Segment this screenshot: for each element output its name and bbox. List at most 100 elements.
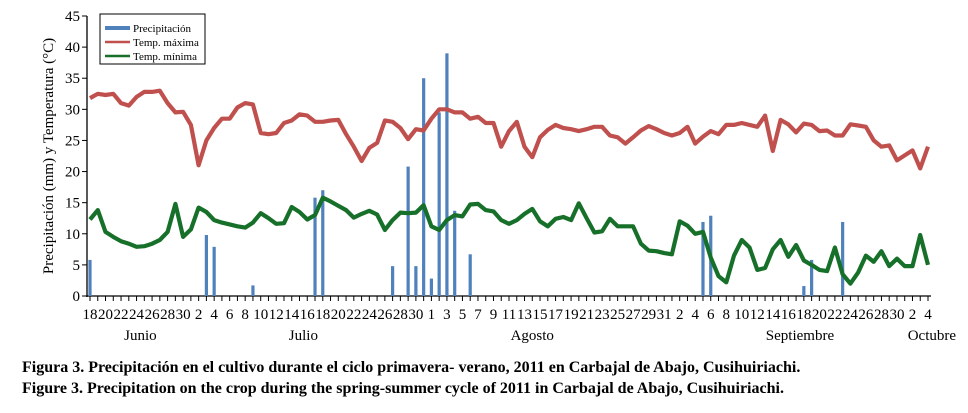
x-tick-label: 2 xyxy=(676,307,684,323)
precip-bar xyxy=(313,197,317,296)
x-tick-label: 14 xyxy=(765,307,781,323)
x-tick-label: 24 xyxy=(129,307,145,323)
month-label: Julio xyxy=(289,328,318,344)
x-tick-label: 22 xyxy=(827,307,842,323)
y-tick-label: 40 xyxy=(65,40,80,56)
month-label: Junio xyxy=(124,328,157,344)
x-tick-label: 21 xyxy=(579,307,594,323)
x-tick-label: 4 xyxy=(210,307,218,323)
x-tick-label: 20 xyxy=(812,307,827,323)
precip-bar xyxy=(701,221,705,296)
x-tick-label: 12 xyxy=(750,307,765,323)
legend-label: Temp. máxima xyxy=(133,37,199,49)
precip-bar xyxy=(391,266,395,296)
precip-bar xyxy=(204,235,208,296)
precip-bar xyxy=(422,78,426,296)
x-tick-label: 18 xyxy=(83,307,98,323)
legend-label: Temp. mínima xyxy=(133,51,197,63)
x-tick-label: 16 xyxy=(781,307,797,323)
x-tick-label: 2 xyxy=(195,307,203,323)
y-tick-label: 25 xyxy=(65,133,80,149)
x-tick-label: 10 xyxy=(253,307,268,323)
x-tick-label: 23 xyxy=(595,307,610,323)
legend-label: Precipitación xyxy=(133,23,192,35)
x-tick-label: 4 xyxy=(924,307,932,323)
legend: Precipitación Temp. máxima Temp. mínima xyxy=(99,13,206,65)
x-tick-label: 22 xyxy=(114,307,129,323)
x-tick-label: 8 xyxy=(241,307,249,323)
x-tick-label: 22 xyxy=(346,307,361,323)
precip-bar xyxy=(88,259,92,296)
x-tick-label: 15 xyxy=(533,307,548,323)
x-tick-label: 20 xyxy=(331,307,346,323)
x-tick-label: 27 xyxy=(626,307,642,323)
y-tick-label: 5 xyxy=(73,258,81,274)
precip-bar xyxy=(429,278,434,296)
month-label: Agosto xyxy=(511,328,554,344)
x-tick-label: 18 xyxy=(796,307,811,323)
precip-bar xyxy=(841,221,845,296)
x-tick-label: 26 xyxy=(145,307,161,323)
temp-max-line xyxy=(88,88,930,171)
x-tick-label: 5 xyxy=(459,307,467,323)
x-tick-label: 9 xyxy=(490,307,498,323)
precip-bar xyxy=(251,285,255,296)
precip-bar xyxy=(810,259,814,296)
precip-bar xyxy=(802,286,806,296)
x-tick-label: 6 xyxy=(226,307,234,323)
precip-bar xyxy=(453,210,457,296)
x-tick-label: 30 xyxy=(889,307,904,323)
x-tick-label: 26 xyxy=(858,307,874,323)
x-tick-label: 11 xyxy=(502,307,516,323)
x-tick-label: 28 xyxy=(160,307,175,323)
y-tick-label: 30 xyxy=(65,102,80,118)
precip-bar xyxy=(406,166,410,296)
x-tick-label: 26 xyxy=(377,307,393,323)
precip-bar xyxy=(321,190,325,296)
precip-bar xyxy=(468,254,472,296)
precip-bar xyxy=(414,266,418,296)
x-tick-label: 18 xyxy=(315,307,330,323)
x-tick-label: 1 xyxy=(428,307,436,323)
x-tick-label: 28 xyxy=(393,307,408,323)
x-tick-label: 4 xyxy=(691,307,699,323)
y-tick-label: 45 xyxy=(65,9,80,25)
x-tick-label: 2 xyxy=(909,307,917,323)
x-tick-label: 31 xyxy=(657,307,672,323)
x-tick-label: 16 xyxy=(300,307,316,323)
x-tick-label: 20 xyxy=(98,307,113,323)
x-tick-label: 17 xyxy=(548,307,564,323)
x-tick-label: 10 xyxy=(734,307,749,323)
caption-english: Figure 3. Precipitation on the crop duri… xyxy=(22,380,784,397)
x-tick-label: 29 xyxy=(641,307,656,323)
x-tick-label: 24 xyxy=(843,307,859,323)
y-tick-label: 10 xyxy=(65,227,80,243)
caption-spanish: Figura 3. Precipitación en el cultivo du… xyxy=(22,359,801,376)
x-tick-label: 19 xyxy=(564,307,579,323)
precip-bar xyxy=(212,246,216,296)
x-tick-label: 6 xyxy=(707,307,715,323)
x-tick-label: 25 xyxy=(610,307,625,323)
x-tick-label: 3 xyxy=(443,307,451,323)
precip-bar xyxy=(437,112,441,296)
y-axis-label: Precipitación (mm) y Temperatura (°C) xyxy=(41,38,57,274)
x-tick-label: 28 xyxy=(874,307,889,323)
x-tick-label: 7 xyxy=(474,307,482,323)
x-tick-label: 30 xyxy=(408,307,423,323)
precip-bar xyxy=(445,53,449,297)
x-tick-label: 13 xyxy=(517,307,532,323)
temp-min-line xyxy=(88,195,931,286)
y-tick-label: 0 xyxy=(73,289,81,305)
y-tick-label: 15 xyxy=(65,196,80,212)
x-tick-label: 14 xyxy=(284,307,300,323)
x-tick-label: 24 xyxy=(362,307,378,323)
x-tick-label: 8 xyxy=(723,307,731,323)
y-tick-label: 20 xyxy=(65,165,80,181)
x-tick-label: 12 xyxy=(269,307,284,323)
month-label: Septiembre xyxy=(766,328,835,344)
x-tick-label: 30 xyxy=(176,307,191,323)
y-tick-label: 35 xyxy=(65,71,80,87)
month-label: Octubre xyxy=(908,328,957,344)
